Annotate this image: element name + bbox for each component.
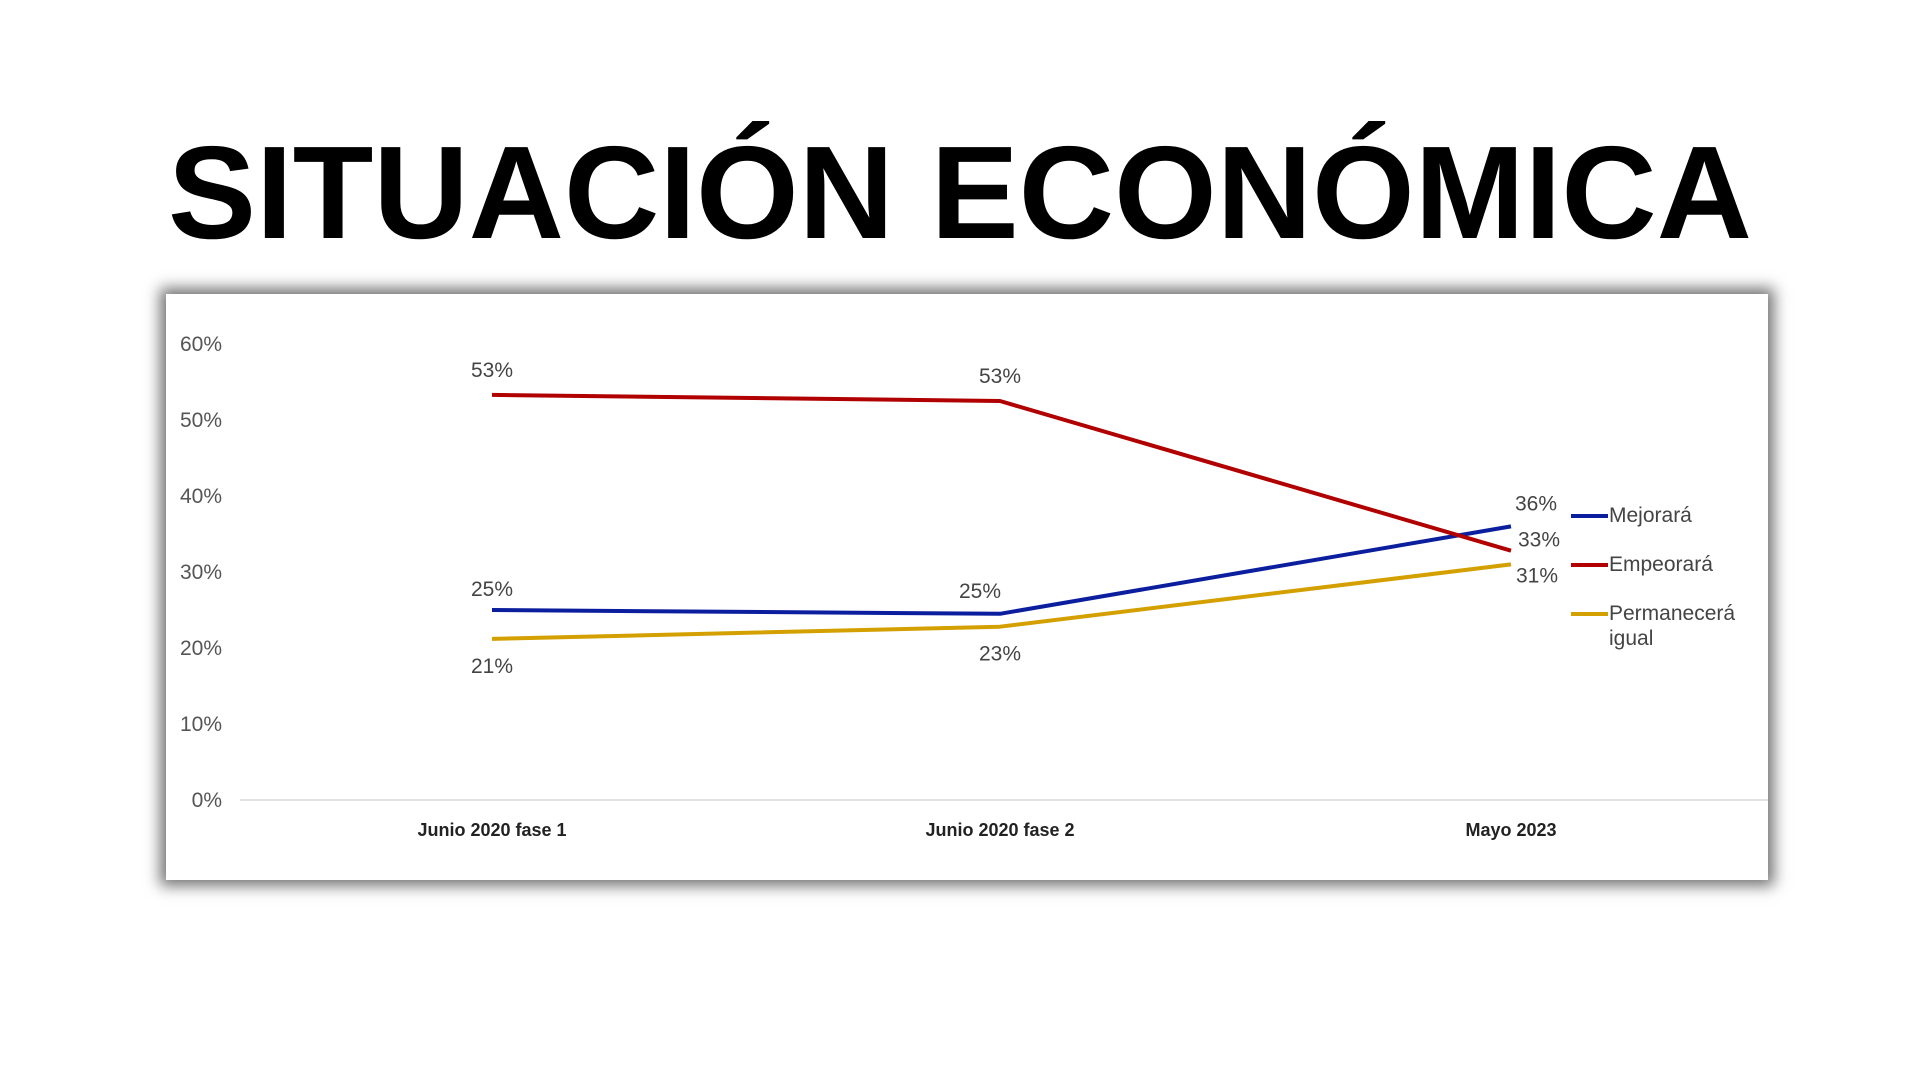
series-line-0 <box>491 524 1512 616</box>
series-line-2 <box>491 562 1512 641</box>
y-tick-label: 20% <box>180 637 222 660</box>
x-axis-ticks: Junio 2020 fase 1 Junio 2020 fase 2 Mayo 2… <box>417 820 1556 840</box>
y-tick-label: 50% <box>180 409 222 432</box>
data-label: 53% <box>471 359 513 382</box>
legend-label: igual <box>1609 627 1653 650</box>
y-tick-label: 10% <box>180 713 222 736</box>
data-label: 21% <box>471 655 513 678</box>
data-label: 25% <box>471 578 513 601</box>
legend-label: Empeorará <box>1609 553 1713 576</box>
y-tick-label: 30% <box>180 561 222 584</box>
y-tick-label: 0% <box>192 789 222 812</box>
data-label: 31% <box>1516 564 1558 587</box>
x-tick-label: Junio 2020 fase 2 <box>925 820 1074 840</box>
legend-label: Mejorará <box>1609 504 1692 527</box>
legend-label: Permanecerá <box>1609 602 1735 625</box>
page-title: SITUACIÓN ECONÓMICA <box>168 119 1752 266</box>
y-tick-label: 40% <box>180 485 222 508</box>
series-lines <box>491 392 1512 641</box>
data-label: 25% <box>959 580 1001 603</box>
series-line-1 <box>491 392 1512 553</box>
x-tick-label: Junio 2020 fase 1 <box>417 820 566 840</box>
y-axis-ticks: 0% 10% 20% 30% 40% 50% 60% <box>180 333 222 812</box>
y-tick-label: 60% <box>180 333 222 356</box>
data-label: 33% <box>1518 529 1560 552</box>
data-label: 23% <box>979 643 1021 666</box>
data-labels: 25% 25% 36% 53% 53% 33% 21% 23% 31% <box>471 359 1560 678</box>
data-label: 36% <box>1515 492 1557 515</box>
x-tick-label: Mayo 2023 <box>1465 820 1556 840</box>
data-label: 53% <box>979 365 1021 388</box>
chart-frame: 0% 10% 20% 30% 40% 50% 60% Junio 2020 fase 1 Ju… <box>166 294 1768 880</box>
line-chart: 0%10%20%30%40%50%60% Junio 2020 fase 1 Ju… <box>180 333 1768 840</box>
